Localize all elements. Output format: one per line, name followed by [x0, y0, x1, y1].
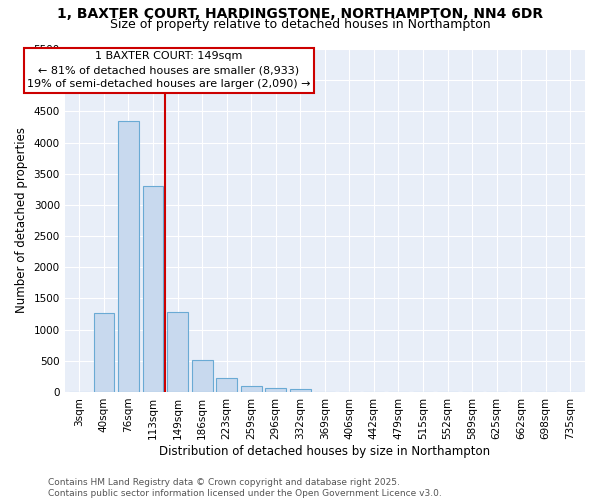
Bar [143, 186, 163, 392]
Bar [167, 312, 188, 392]
Bar [94, 313, 115, 392]
Text: Size of property relative to detached houses in Northampton: Size of property relative to detached ho… [110, 18, 490, 31]
X-axis label: Distribution of detached houses by size in Northampton: Distribution of detached houses by size … [159, 444, 490, 458]
Y-axis label: Number of detached properties: Number of detached properties [15, 128, 28, 314]
Bar [191, 360, 212, 392]
Bar [118, 120, 139, 392]
Bar [216, 378, 237, 392]
Bar [241, 386, 262, 392]
Bar [265, 388, 286, 392]
Text: 1, BAXTER COURT, HARDINGSTONE, NORTHAMPTON, NN4 6DR: 1, BAXTER COURT, HARDINGSTONE, NORTHAMPT… [57, 8, 543, 22]
Bar [290, 390, 311, 392]
Text: 1 BAXTER COURT: 149sqm
← 81% of detached houses are smaller (8,933)
19% of semi-: 1 BAXTER COURT: 149sqm ← 81% of detached… [27, 51, 311, 89]
Text: Contains HM Land Registry data © Crown copyright and database right 2025.
Contai: Contains HM Land Registry data © Crown c… [48, 478, 442, 498]
